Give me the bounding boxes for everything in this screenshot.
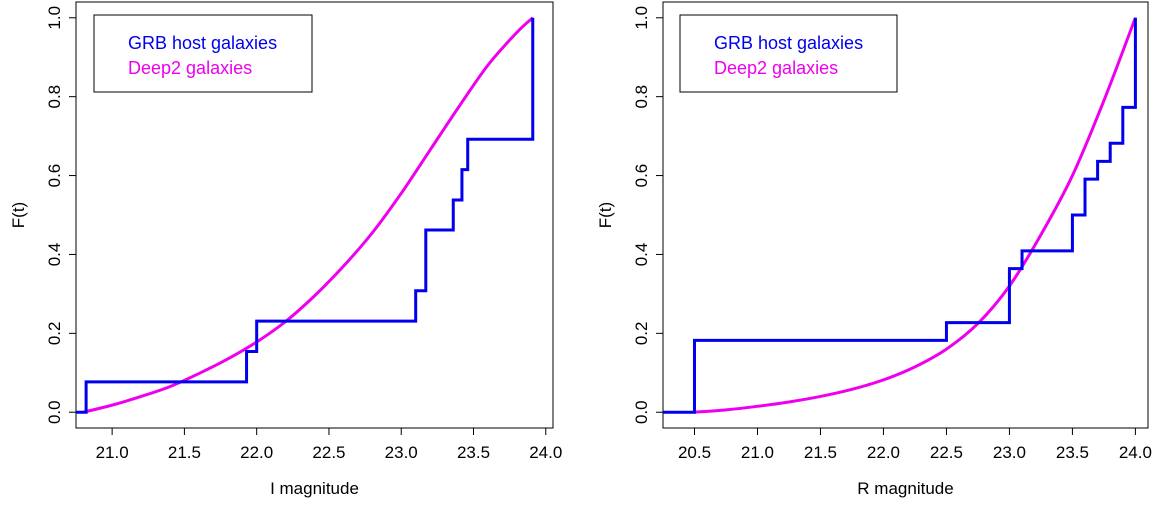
x-tick-label: 21.5 bbox=[168, 443, 201, 462]
y-tick-label: 0.2 bbox=[632, 322, 651, 346]
y-tick-label: 0.4 bbox=[45, 243, 64, 267]
y-tick-label: 0.6 bbox=[632, 164, 651, 188]
legend-entry: GRB host galaxies bbox=[714, 33, 863, 53]
y-tick-label: 0.6 bbox=[45, 164, 64, 188]
y-tick-label: 1.0 bbox=[45, 6, 64, 30]
x-tick-label: 23.5 bbox=[1056, 443, 1089, 462]
x-tick-label: 24.0 bbox=[1119, 443, 1152, 462]
legend: GRB host galaxies Deep2 galaxies bbox=[679, 14, 898, 93]
y-tick-label: 0.8 bbox=[45, 85, 64, 109]
grb-host-galaxies-line bbox=[663, 17, 1137, 414]
x-tick-label: 23.5 bbox=[457, 443, 490, 462]
deep2-galaxies-line bbox=[694, 17, 1137, 414]
y-tick-label: 0.0 bbox=[632, 400, 651, 424]
x-tick-label: 22.5 bbox=[312, 443, 345, 462]
y-axis-label: F(t) bbox=[596, 202, 615, 228]
x-tick-label: 21.0 bbox=[96, 443, 129, 462]
x-tick-label: 22.0 bbox=[240, 443, 273, 462]
legend-entry: GRB host galaxies bbox=[128, 33, 277, 53]
x-tick-label: 23.0 bbox=[385, 443, 418, 462]
x-tick-label: 21.0 bbox=[741, 443, 774, 462]
legend-entry: Deep2 galaxies bbox=[714, 58, 838, 78]
chart-panel-1: 21.0 21.5 22.0 22.5 23.0 23.5 24.0 0.0 0.2 0.4 0.6… bbox=[9, 1, 562, 498]
y-tick-label: 0.4 bbox=[632, 243, 651, 267]
x-axis-label: R magnitude bbox=[857, 479, 953, 498]
y-axis-label: F(t) bbox=[9, 202, 28, 228]
x-tick-label: 21.5 bbox=[804, 443, 837, 462]
y-tick-label: 0.2 bbox=[45, 322, 64, 346]
legend-box bbox=[93, 14, 313, 93]
plot-frame bbox=[662, 1, 1149, 429]
deep2-galaxies-line bbox=[82, 16, 534, 414]
x-tick-label: 22.5 bbox=[930, 443, 963, 462]
legend-entry: Deep2 galaxies bbox=[128, 58, 252, 78]
legend: GRB host galaxies Deep2 galaxies bbox=[93, 14, 313, 93]
x-tick-label: 24.0 bbox=[529, 443, 562, 462]
plot-frame bbox=[75, 1, 554, 429]
grb-host-galaxies-line bbox=[76, 17, 535, 414]
x-axis-label: I magnitude bbox=[270, 479, 359, 498]
y-tick-label: 0.0 bbox=[45, 400, 64, 424]
x-tick-label: 22.0 bbox=[867, 443, 900, 462]
y-tick-label: 1.0 bbox=[632, 6, 651, 30]
chart-panel-2: 20.5 21.0 21.5 22.0 22.5 23.0 23.5 24.0 0.0 0.2 0.… bbox=[596, 1, 1152, 498]
legend-box bbox=[679, 14, 898, 93]
x-tick-label: 20.5 bbox=[678, 443, 711, 462]
x-tick-label: 23.0 bbox=[993, 443, 1026, 462]
y-tick-label: 0.8 bbox=[632, 85, 651, 109]
